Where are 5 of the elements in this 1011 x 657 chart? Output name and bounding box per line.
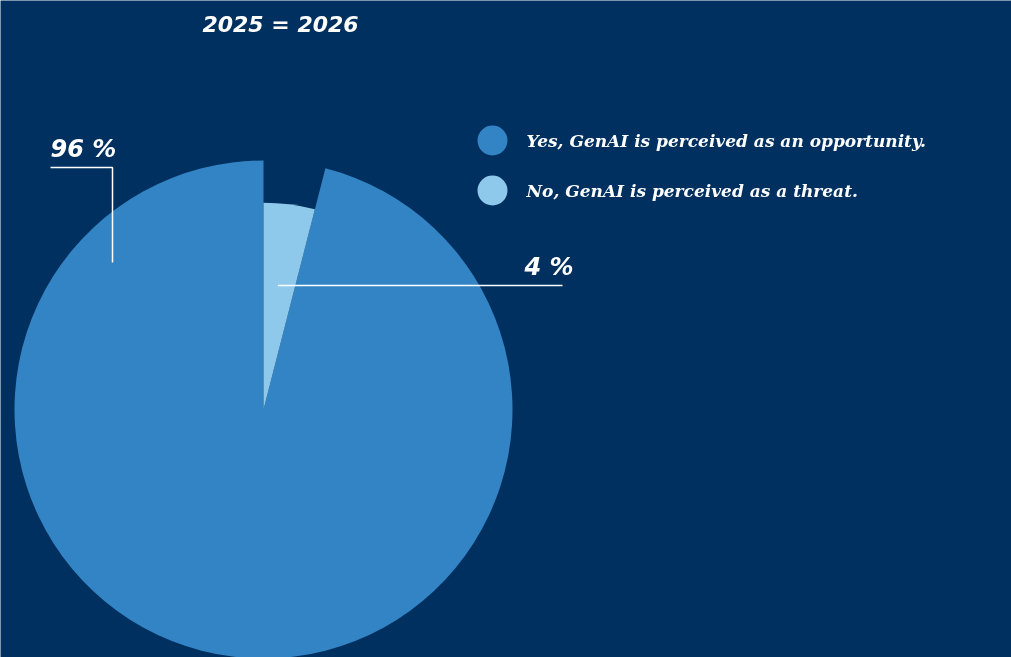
data-label: 4 % (523, 252, 574, 281)
data-label: 96 % (50, 134, 117, 163)
legend-label: No, GenAI is perceived as a threat. (525, 180, 858, 201)
chart-title: 2025 = 2026 (202, 12, 359, 37)
legend-label: Yes, GenAI is perceived as an opportunity. (526, 130, 926, 151)
